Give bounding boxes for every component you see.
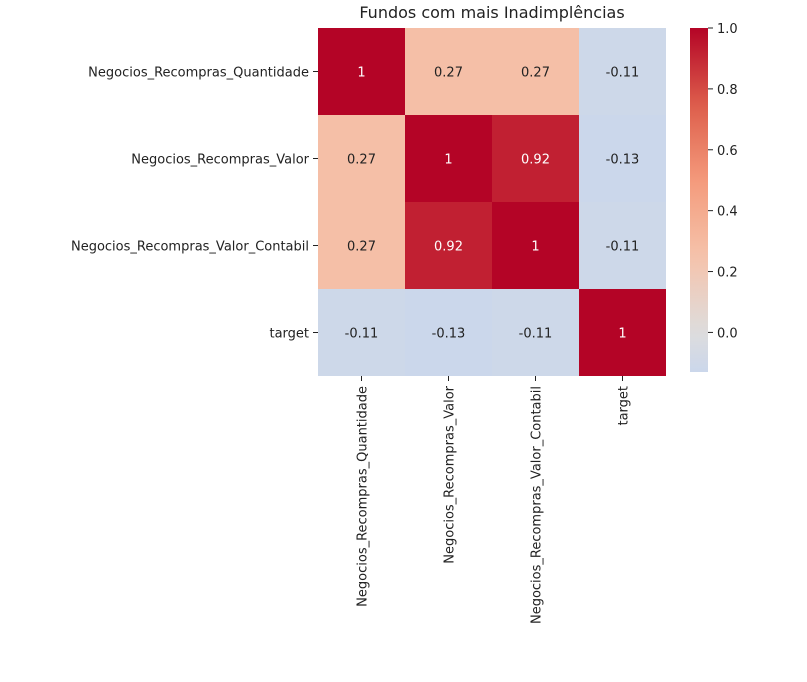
colorbar-tick-label: 0.0 <box>717 326 738 341</box>
heatmap-cell <box>492 115 579 202</box>
heatmap-cell <box>492 289 579 376</box>
heatmap-cell <box>318 115 405 202</box>
heatmap-cell <box>492 202 579 289</box>
heatmap-cell <box>405 289 492 376</box>
heatmap-cell <box>579 28 666 115</box>
row-label: Negocios_Recompras_Valor <box>131 153 309 168</box>
cell-value-label: -0.11 <box>345 327 379 342</box>
heatmap-cell <box>318 202 405 289</box>
colorbar-tick-label: 0.8 <box>717 83 738 98</box>
colorbar-tick-label: 0.2 <box>717 266 738 281</box>
column-label: Negocios_Recompras_Quantidade <box>356 386 371 607</box>
cell-value-label: -0.11 <box>606 240 640 255</box>
column-label: Negocios_Recompras_Valor <box>443 385 458 563</box>
heatmap-cell <box>492 28 579 115</box>
cell-value-label: -0.11 <box>606 66 640 81</box>
row-labels: Negocios_Recompras_Quantidade Negocios_Re… <box>71 66 318 342</box>
cell-value-label: 0.92 <box>521 153 550 168</box>
column-label: Negocios_Recompras_Valor_Contabil <box>530 386 545 624</box>
cell-value-label: 1 <box>618 327 626 342</box>
colorbar <box>690 28 708 372</box>
colorbar-tick-label: 1.0 <box>717 22 738 37</box>
heatmap-cell <box>405 115 492 202</box>
column-labels: Negocios_Recompras_Quantidade Negocios_Re… <box>356 376 632 624</box>
cell-value-label: 0.92 <box>434 240 463 255</box>
row-label: Negocios_Recompras_Quantidade <box>88 66 309 81</box>
colorbar-tick-label: 0.6 <box>717 144 738 159</box>
chart-title: Fundos com mais Inadimplências <box>359 3 624 22</box>
heatmap-cell <box>579 289 666 376</box>
heatmap-cell <box>405 28 492 115</box>
row-label: target <box>269 327 309 342</box>
cell-value-label: 0.27 <box>347 240 376 255</box>
cell-value-label: 0.27 <box>434 66 463 81</box>
cell-value-label: 1 <box>357 66 365 81</box>
heatmap-cell <box>318 289 405 376</box>
heatmap-cells: 1 0.27 0.27 -0.11 0.27 1 0.92 -0.13 0.27 0.92 1 -0.… <box>318 28 666 376</box>
cell-value-label: 0.27 <box>347 153 376 168</box>
colorbar-tick-label: 0.4 <box>717 205 738 220</box>
cell-value-label: -0.13 <box>606 153 640 168</box>
colorbar-ticks: 0.0 0.2 0.4 0.6 0.8 1.0 <box>708 22 738 341</box>
heatmap-cell <box>318 28 405 115</box>
row-label: Negocios_Recompras_Valor_Contabil <box>71 240 309 255</box>
heatmap-cell <box>579 202 666 289</box>
cell-value-label: 1 <box>444 153 452 168</box>
cell-value-label: -0.11 <box>519 327 553 342</box>
cell-value-label: 0.27 <box>521 66 550 81</box>
cell-value-label: -0.13 <box>432 327 466 342</box>
cell-value-label: 1 <box>531 240 539 255</box>
heatmap-cell <box>405 202 492 289</box>
heatmap-cell <box>579 115 666 202</box>
column-label: target <box>617 386 632 426</box>
